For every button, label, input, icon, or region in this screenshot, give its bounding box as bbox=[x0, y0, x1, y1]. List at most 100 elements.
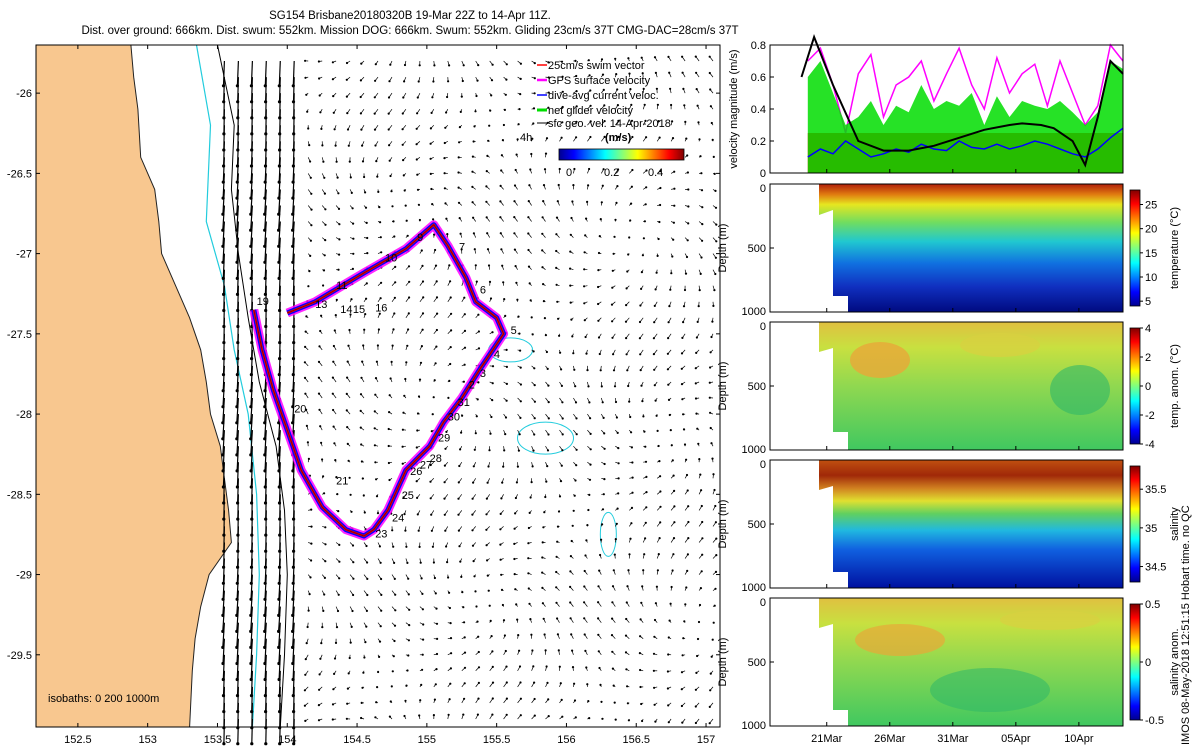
geo-vector-head bbox=[513, 200, 516, 203]
geo-vector-head bbox=[513, 216, 516, 219]
geo-vector-head bbox=[629, 219, 632, 222]
geo-vector-head bbox=[559, 351, 562, 354]
geo-vector-head bbox=[359, 112, 362, 115]
geo-vector-head bbox=[709, 105, 713, 108]
geo-vector-head bbox=[416, 188, 420, 191]
geo-vector bbox=[250, 670, 253, 696]
geo-vector-head bbox=[318, 77, 321, 80]
geo-vector bbox=[236, 574, 239, 600]
geo-vector-head bbox=[708, 705, 711, 709]
colorbar-tick-label: 20 bbox=[1145, 224, 1157, 236]
geo-vector-head bbox=[597, 319, 600, 322]
y-tick-label: 0 bbox=[760, 597, 766, 609]
geo-vector-head bbox=[711, 320, 714, 323]
geo-vector-head bbox=[392, 655, 395, 658]
y-tick-label: 0.2 bbox=[751, 136, 766, 148]
geo-vector bbox=[250, 638, 253, 664]
geo-vector-head bbox=[547, 401, 550, 404]
geo-vector-head bbox=[463, 346, 467, 349]
geo-vector-head bbox=[375, 701, 378, 704]
geo-vector-head bbox=[616, 185, 619, 188]
geo-vector-head bbox=[616, 104, 620, 107]
geo-vector-head bbox=[332, 344, 335, 348]
y-tick-label: 500 bbox=[748, 657, 766, 669]
geo-vector-head bbox=[305, 408, 308, 411]
geo-vector-head bbox=[461, 79, 464, 83]
geo-vector-head bbox=[589, 120, 592, 123]
geo-vector-head bbox=[445, 217, 448, 220]
geo-vector-head bbox=[499, 200, 502, 203]
geo-vector-head bbox=[378, 545, 381, 548]
geo-vector-head bbox=[569, 570, 572, 573]
geo-vector-head bbox=[517, 634, 520, 637]
geo-vector-head bbox=[667, 337, 670, 340]
geo-vector-head bbox=[630, 202, 633, 205]
geo-vector-head bbox=[629, 537, 632, 540]
geo-vector-head bbox=[643, 430, 646, 433]
geo-vector-head bbox=[380, 609, 383, 612]
geo-vector-head bbox=[447, 713, 450, 716]
geo-vector bbox=[264, 430, 267, 455]
geo-vector-head bbox=[533, 417, 536, 420]
geo-vector-head bbox=[331, 78, 334, 81]
geo-vector-head bbox=[659, 475, 662, 478]
geo-vector-head bbox=[374, 461, 377, 464]
geo-vector-head bbox=[627, 569, 630, 572]
geo-vector-head bbox=[446, 561, 449, 564]
geo-vector bbox=[222, 60, 225, 86]
geo-vector-head bbox=[460, 575, 463, 579]
velocity-series bbox=[800, 34, 1124, 173]
geo-vector-head bbox=[310, 208, 313, 211]
geo-vector-head bbox=[625, 337, 628, 340]
geo-vector-head bbox=[519, 77, 522, 80]
geo-vector bbox=[264, 654, 267, 680]
geo-vector-head bbox=[696, 654, 699, 658]
geo-vector-head bbox=[401, 428, 404, 431]
geo-vector-head bbox=[387, 444, 390, 448]
geo-vector-head bbox=[514, 588, 517, 591]
geo-vector-head bbox=[374, 144, 377, 147]
geo-vector-head bbox=[570, 216, 573, 220]
geo-vector-head bbox=[472, 232, 475, 235]
geo-vector-head bbox=[474, 264, 477, 267]
geo-vector-head bbox=[308, 270, 311, 273]
geo-vector-head bbox=[644, 537, 647, 540]
geo-vector-head bbox=[491, 365, 495, 368]
geo-vector-head bbox=[338, 560, 341, 563]
geo-vector-head bbox=[391, 205, 394, 208]
geo-vector-head bbox=[653, 384, 656, 387]
geo-vector-head bbox=[558, 167, 561, 171]
geo-vector-head bbox=[420, 249, 423, 252]
geo-vector-head bbox=[335, 626, 339, 629]
geo-vector-head bbox=[569, 250, 572, 253]
geo-vector-head bbox=[642, 569, 645, 572]
geo-vector-head bbox=[362, 671, 365, 674]
geo-vector-head bbox=[667, 704, 670, 707]
geo-vector-head bbox=[584, 335, 587, 339]
geo-vector-head bbox=[653, 304, 656, 307]
geo-vector-head bbox=[575, 464, 578, 467]
geo-vector-head bbox=[631, 461, 634, 464]
geo-vector-head bbox=[671, 459, 674, 462]
geo-vector-head bbox=[598, 569, 601, 572]
geo-vector-head bbox=[710, 335, 713, 339]
geo-vector-head bbox=[654, 399, 657, 402]
geo-vector-head bbox=[471, 513, 474, 516]
geo-vector-head bbox=[555, 555, 558, 558]
geo-vector-head bbox=[687, 188, 690, 191]
geo-vector-head bbox=[611, 601, 614, 604]
geo-vector-head bbox=[694, 721, 698, 725]
geo-vector-head bbox=[611, 286, 614, 289]
geo-vector-head bbox=[304, 673, 307, 676]
geo-vector-head bbox=[471, 497, 474, 500]
x-tick-label: 152.5 bbox=[64, 734, 92, 746]
geo-vector-head bbox=[513, 232, 516, 235]
geo-vector-head bbox=[527, 248, 530, 252]
geo-vector-head bbox=[617, 119, 620, 122]
geo-vector-head bbox=[715, 554, 718, 557]
geo-vector-head bbox=[533, 62, 536, 65]
geo-vector-head bbox=[309, 576, 312, 579]
geo-vector-head bbox=[710, 442, 713, 445]
geo-vector-head bbox=[683, 443, 687, 446]
